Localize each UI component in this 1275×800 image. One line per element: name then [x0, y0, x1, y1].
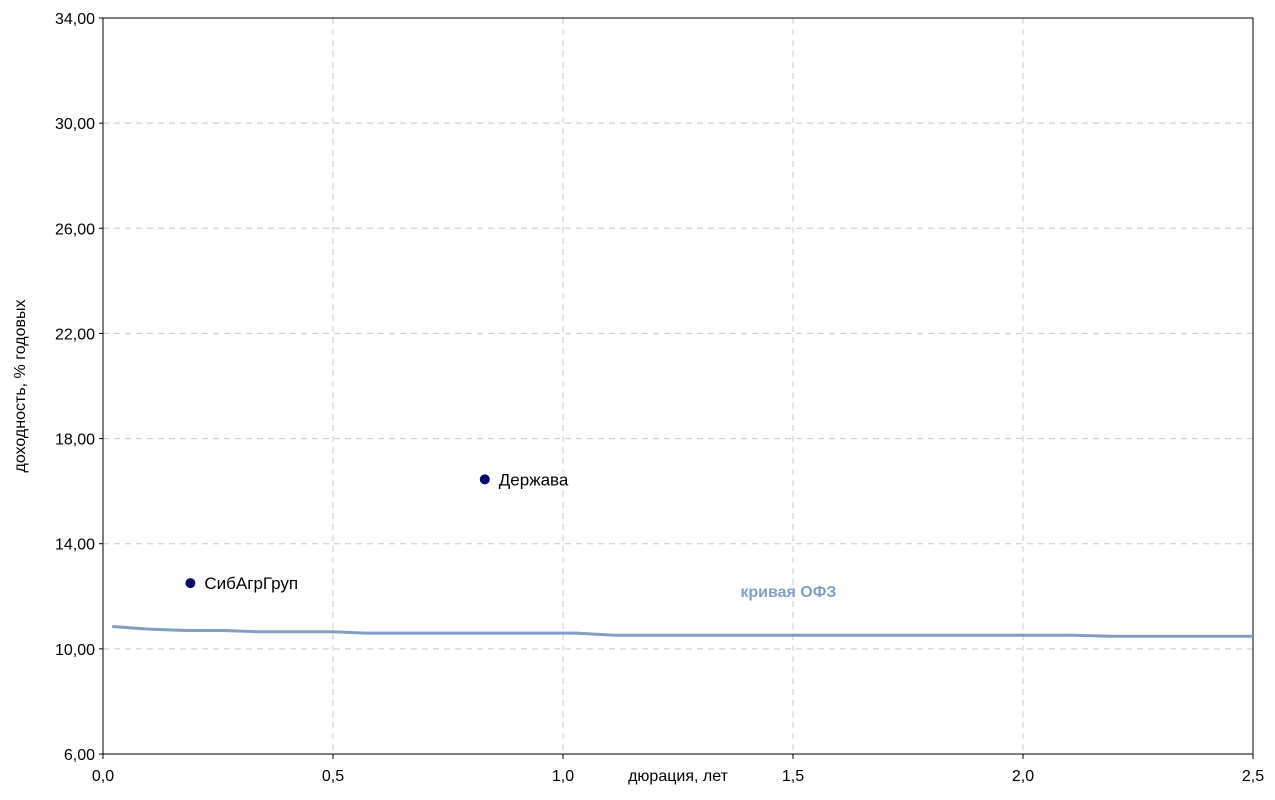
x-tick-label: 2,5: [1242, 768, 1264, 785]
y-tick-label: 30,00: [55, 116, 95, 133]
bond-point-label: Держава: [499, 470, 569, 489]
plot-area-frame: [102, 17, 1254, 755]
x-tick-label: 0,5: [322, 768, 344, 785]
y-axis-title: доходность, % годовых: [12, 300, 29, 473]
y-tick-label: 22,00: [55, 326, 95, 343]
x-tick-label: 1,0: [552, 768, 574, 785]
bond-point-marker: [185, 578, 196, 589]
curve-label: кривая ОФЗ: [740, 584, 836, 601]
ofz-curve-line: [112, 625, 1253, 638]
ofz-curve-layer: [112, 625, 1253, 638]
x-axis-title: дюрация, лет: [628, 768, 728, 785]
bond-points-layer: СибАгрГруп Держава: [185, 470, 569, 593]
bond-point-marker: [479, 474, 490, 485]
y-tick-label: 18,00: [55, 432, 95, 449]
grid-lines: [103, 18, 1253, 754]
y-tick-label: 14,00: [55, 537, 95, 554]
x-tick-label: 1,5: [782, 768, 804, 785]
y-tick-label: 6,00: [64, 747, 95, 764]
axis-ticks: 6,00 10,00 14,00 18,00 22,00 26,00 30,00 34,00 0…: [55, 11, 1264, 785]
y-tick-label: 26,00: [55, 221, 95, 238]
x-tick-label: 0,0: [92, 768, 114, 785]
x-tick-label: 2,0: [1012, 768, 1034, 785]
bond-point-label: СибАгрГруп: [204, 574, 298, 593]
y-tick-label: 34,00: [55, 11, 95, 28]
y-tick-label: 10,00: [55, 642, 95, 659]
